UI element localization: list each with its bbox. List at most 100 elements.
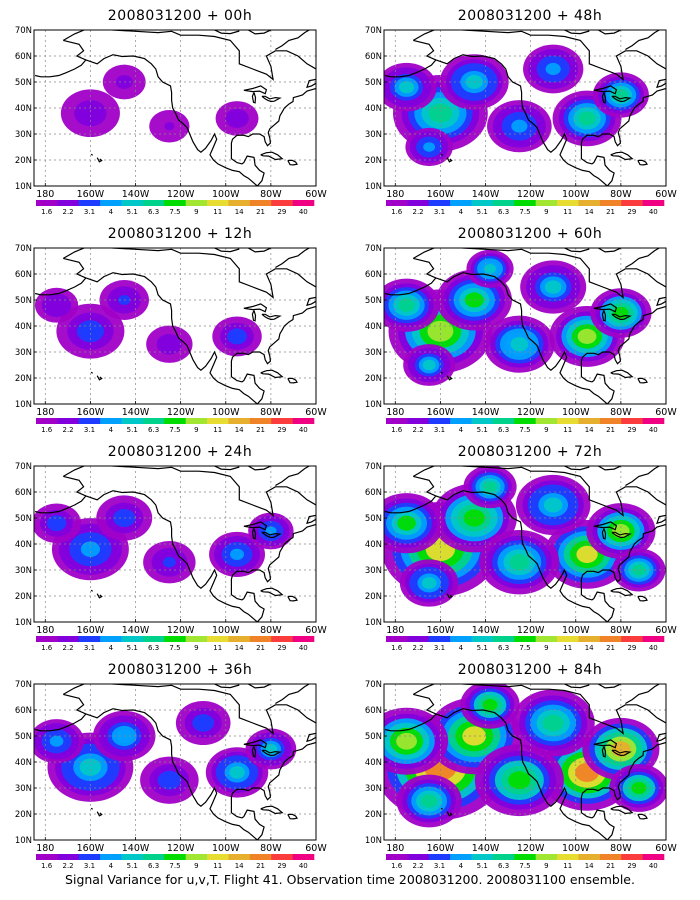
colorbar-swatch	[407, 636, 430, 642]
lon-tick-label: 180	[386, 407, 404, 418]
coastline	[275, 466, 310, 487]
colorbar-swatch	[621, 418, 643, 424]
colorbar-swatch	[36, 854, 58, 860]
coastline	[260, 587, 284, 597]
coastline	[446, 593, 453, 599]
coastline	[90, 589, 94, 592]
coastline	[593, 85, 618, 95]
lon-tick-label: 60W	[305, 189, 327, 200]
lon-tick-label: 120W	[167, 843, 195, 854]
colorbar-label: 7.5	[519, 862, 530, 870]
colorbar-swatch	[36, 200, 58, 206]
colorbar-label: 2.2	[63, 426, 74, 434]
variance-contour	[80, 541, 101, 557]
map-panel: 2008031200 + 72h 10N 20N 30N 40N 50N 60N 70N 180…	[360, 444, 700, 654]
variance-contour	[509, 554, 530, 571]
lat-tick-label: 20N	[15, 374, 32, 384]
lat-tick-label: 20N	[365, 810, 382, 820]
variance-contour	[576, 545, 598, 563]
lat-tick-label: 50N	[365, 78, 382, 88]
colorbar-label: 1.6	[391, 862, 403, 870]
lat-tick-label: 60N	[365, 488, 382, 498]
lat-tick-label: 50N	[365, 514, 382, 524]
colorbar-label: 40	[299, 208, 308, 216]
coastline	[413, 39, 608, 186]
colorbar-swatch	[557, 636, 579, 642]
coastline	[598, 248, 622, 253]
colorbar-swatch	[492, 854, 515, 860]
panel-title: 2008031200 + 84h	[457, 662, 603, 678]
colorbar-label: 4	[109, 426, 114, 434]
variance-contour	[230, 548, 245, 561]
colorbar-swatch	[535, 200, 558, 206]
map-panel: 2008031200 + 60h 10N 20N 30N 40N 50N 60N 70N 180…	[360, 226, 700, 436]
colorbar-label: 40	[299, 426, 308, 434]
coastline	[413, 30, 666, 81]
coastline	[625, 466, 660, 487]
colorbar-swatch	[578, 854, 601, 860]
lon-tick-label: 100W	[212, 407, 240, 418]
coastline	[306, 732, 316, 743]
lat-tick-label: 60N	[15, 706, 32, 716]
colorbar-label: 3.1	[434, 426, 445, 434]
colorbar-swatch	[450, 854, 472, 860]
coastline	[243, 521, 268, 531]
map-panel: 2008031200 + 00h 10N 20N 30N 40N 50N 60N 70N 180…	[10, 8, 350, 218]
lon-tick-label: 60W	[655, 189, 677, 200]
lat-tick-label: 50N	[15, 296, 32, 306]
colorbar-swatch	[207, 636, 229, 642]
colorbar-label: 7.5	[169, 426, 180, 434]
coastline	[656, 514, 666, 525]
colorbar-label: 9	[544, 862, 548, 870]
coastline	[564, 248, 590, 253]
colorbar-swatch	[228, 200, 251, 206]
colorbar-label: 2.2	[413, 644, 424, 652]
colorbar-label: 40	[299, 644, 308, 652]
colorbar-label: 1.6	[41, 426, 53, 434]
coastline	[63, 30, 316, 81]
map-panel: 2008031200 + 84h 10N 20N 30N 40N 50N 60N 70N 180…	[360, 662, 700, 872]
colorbar-swatch	[621, 854, 643, 860]
lon-tick-label: 160W	[77, 625, 105, 636]
coastline	[63, 39, 258, 186]
lon-tick-label: 140W	[122, 843, 150, 854]
coastline	[260, 369, 284, 379]
gridlines	[34, 466, 316, 622]
coastline	[637, 377, 648, 384]
lat-tick-label: 10N	[15, 836, 32, 846]
colorbar-swatch	[207, 418, 229, 424]
panel-title: 2008031200 + 36h	[107, 662, 253, 678]
coastline	[601, 92, 607, 104]
coastline	[261, 95, 282, 103]
coastline	[440, 589, 444, 592]
coastline	[275, 684, 310, 705]
colorbar-label: 9	[544, 644, 548, 652]
variance-contour	[81, 324, 99, 339]
lon-tick-label: 140W	[122, 189, 150, 200]
colorbar-label: 9	[544, 208, 548, 216]
colorbar-label: 14	[235, 644, 244, 652]
coastline	[63, 475, 258, 622]
lat-tick-label: 40N	[15, 758, 32, 768]
colorbar-label: 40	[649, 208, 658, 216]
colorbar-swatch	[36, 418, 58, 424]
colorbar-swatch	[57, 854, 80, 860]
colorbar-swatch	[428, 200, 451, 206]
colorbar-label: 2.2	[63, 208, 74, 216]
variance-contour	[420, 794, 438, 808]
variance-contour	[51, 300, 62, 310]
lon-tick-label: 100W	[212, 625, 240, 636]
variance-contour	[162, 774, 177, 787]
lat-tick-label: 50N	[15, 732, 32, 742]
colorbar-label: 40	[649, 426, 658, 434]
coastline	[593, 739, 618, 749]
colorbar-swatch	[228, 418, 251, 424]
coastline	[230, 305, 316, 404]
colorbar-label: 21	[256, 426, 265, 434]
coastline	[413, 248, 666, 299]
colorbar-label: 6.3	[498, 644, 509, 652]
coastline	[63, 693, 258, 840]
colorbar-swatch	[121, 418, 144, 424]
colorbar-label: 2.2	[413, 426, 424, 434]
colorbar-label: 29	[627, 208, 636, 216]
